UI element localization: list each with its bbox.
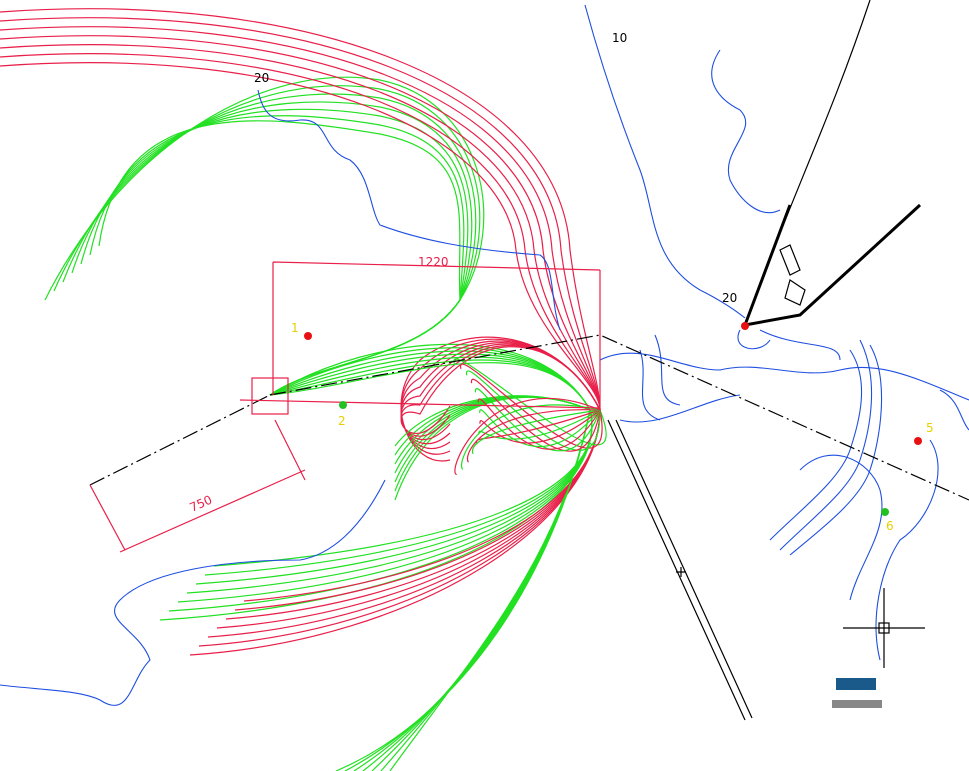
- ship-track: [0, 26, 601, 638]
- axis-line: [89, 334, 969, 501]
- ship-track: [478, 409, 601, 440]
- ship-track: [0, 53, 601, 611]
- black-lines: [89, 0, 969, 721]
- contours: [0, 4, 969, 706]
- ship-tracks: [0, 8, 607, 771]
- contour-line: [584, 4, 746, 319]
- ship-track: [461, 404, 601, 470]
- point-marker: [304, 332, 312, 340]
- point-label: 2: [338, 414, 346, 428]
- logo: [836, 678, 876, 690]
- contour-line: [0, 479, 386, 706]
- point-marker: [339, 401, 347, 409]
- ship-track: [0, 44, 601, 620]
- ship-track: [0, 17, 601, 647]
- ship-track: [98, 120, 461, 396]
- point-marker: [881, 508, 889, 516]
- contour-line: [599, 352, 969, 401]
- dimension-label: 1220: [418, 255, 449, 269]
- cross-box: [878, 622, 890, 634]
- contour-label: 20: [254, 71, 269, 85]
- dimensions: [89, 261, 922, 553]
- ship-track: [466, 370, 601, 451]
- road: [607, 419, 753, 721]
- ship-track: [466, 409, 601, 463]
- ship-track: [0, 35, 601, 629]
- ship-track: [400, 346, 601, 434]
- ship-track: [470, 378, 601, 452]
- pier: [743, 203, 922, 327]
- building: [779, 244, 806, 306]
- point-label: 5: [926, 421, 934, 435]
- ship-track: [471, 409, 601, 455]
- ship-track: [479, 409, 601, 444]
- ship-track: [0, 8, 601, 656]
- point-marker: [914, 437, 922, 445]
- logo-bar: [832, 700, 882, 708]
- ship-track: [454, 397, 601, 476]
- dimension-1220: [239, 261, 601, 410]
- contour-line: [799, 389, 969, 661]
- cross-marker: [676, 567, 925, 668]
- ship-track: [0, 62, 601, 602]
- contour-label: 10: [612, 31, 627, 45]
- point-marker: [741, 322, 749, 330]
- ship-track: [335, 409, 591, 771]
- contour-line: [619, 334, 741, 423]
- contour-line: [769, 339, 883, 556]
- dimension-750: [89, 419, 306, 553]
- contour-line: [737, 329, 841, 361]
- point-label: 6: [886, 519, 894, 533]
- ship-track: [460, 363, 603, 449]
- ship-track: [477, 398, 601, 450]
- point-label: 1: [291, 321, 299, 335]
- turn-point: [251, 377, 289, 415]
- contour-line: [257, 89, 561, 331]
- contour-label: 20: [722, 291, 737, 305]
- ship-track: [479, 409, 601, 448]
- contour-line: [711, 49, 781, 214]
